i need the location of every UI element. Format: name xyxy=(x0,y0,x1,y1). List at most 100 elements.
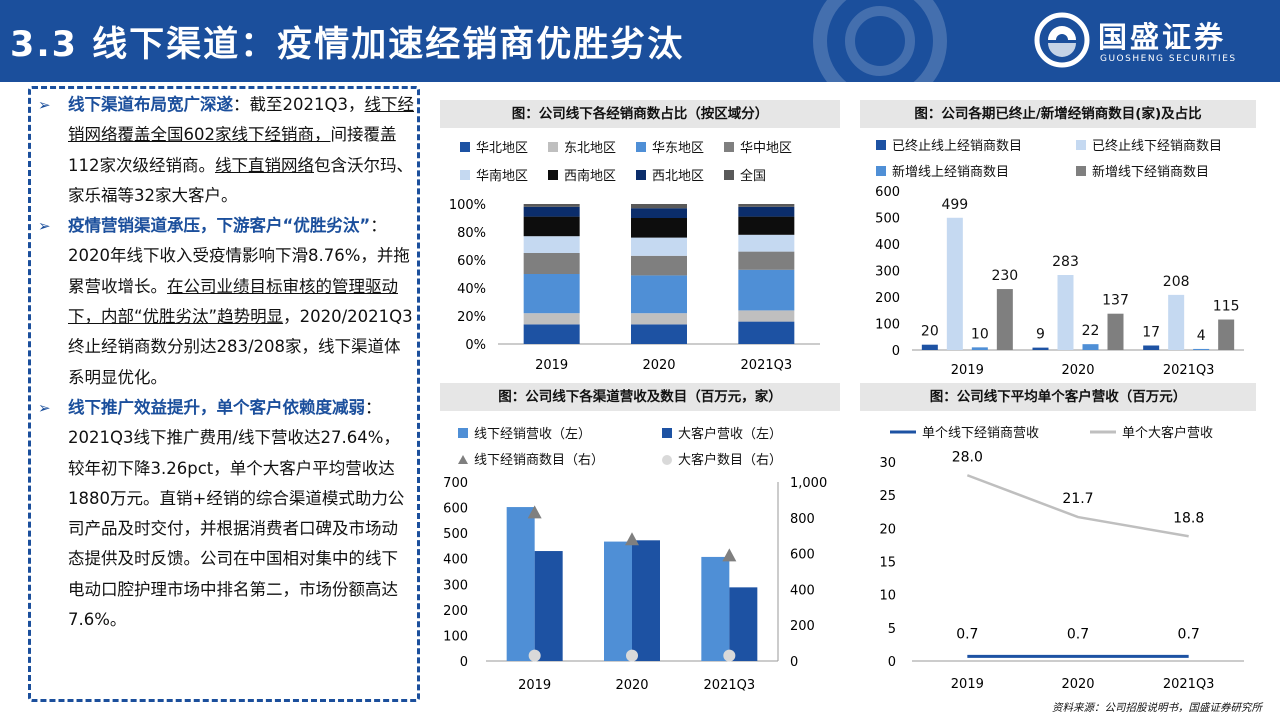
y2-tick-label: 600 xyxy=(790,548,815,563)
y-tick-label: 100 xyxy=(443,629,468,644)
chart3-title: 图：公司线下各渠道营收及数目（百万元，家） xyxy=(440,383,840,411)
chart4-title: 图：公司线下平均单个客户营收（百万元） xyxy=(860,383,1256,411)
bar xyxy=(632,540,660,661)
x-tick-label: 2020 xyxy=(1061,363,1094,378)
legend-swatch xyxy=(636,170,646,180)
bar xyxy=(921,344,938,350)
legend-label: 西南地区 xyxy=(564,168,616,184)
header-decoration xyxy=(813,0,947,82)
y-tick-label: 80% xyxy=(457,226,486,241)
y-tick-label: 5 xyxy=(888,622,896,637)
bar xyxy=(1032,347,1049,350)
page-title: 3.3 线下渠道：疫情加速经销商优胜劣汰 xyxy=(10,25,685,65)
x-tick-label: 2021Q3 xyxy=(1163,363,1215,378)
chart3-channel-revenue: 线下经销营收（左） 大客户营收（左） 线下经销商数目（右） 大客户数目（右） 0 100 2… xyxy=(443,426,827,693)
line-data-label: 21.7 xyxy=(1062,491,1093,507)
bar xyxy=(729,587,758,661)
stacked-bar-segment xyxy=(631,324,687,344)
x-tick-label: 2020 xyxy=(642,358,675,373)
stacked-bar-segment xyxy=(738,234,795,252)
stacked-bar-segment xyxy=(523,274,580,314)
bar-data-label: 20 xyxy=(921,324,939,340)
p2-heading: 疫情营销渠道承压，下游客户“优胜劣汰” xyxy=(68,216,371,236)
y-tick-label: 500 xyxy=(443,527,468,542)
y-tick-label: 0 xyxy=(460,655,468,670)
legend-swatch xyxy=(548,170,558,180)
stacked-bar-segment xyxy=(523,204,580,207)
p2-text-b: 在公司业绩目标审核的管理驱动下，内部“优胜劣汰”趋势明显 xyxy=(68,276,398,327)
legend-swatch xyxy=(662,455,672,465)
legend-label: 华中地区 xyxy=(740,141,792,156)
legend-swatch xyxy=(876,166,886,176)
y2-tick-label: 1,000 xyxy=(790,476,827,491)
circle-marker xyxy=(626,649,638,662)
stacked-bar-segment xyxy=(523,313,580,325)
legend-label: 单个线下经销商营收 xyxy=(922,426,1039,441)
stacked-bar-segment xyxy=(738,204,795,207)
bar xyxy=(1218,319,1235,350)
source-note: 资料来源：公司招股说明书，国盛证券研究所 xyxy=(1052,702,1262,714)
stacked-bar-segment xyxy=(523,324,580,344)
chart4-avg-revenue: 单个线下经销商营收 单个大客户营收 0 5 10 15 20 25 30 2019 2020 2021… xyxy=(879,425,1244,692)
legend-label: 已终止线上经销商数目 xyxy=(892,138,1022,154)
y-tick-label: 15 xyxy=(879,556,896,571)
y-tick-label: 20 xyxy=(879,522,896,537)
legend-label: 单个大客户营收 xyxy=(1122,425,1213,441)
bar xyxy=(946,217,963,350)
x-tick-label: 2021Q3 xyxy=(1163,677,1215,692)
legend-swatch xyxy=(724,142,734,152)
bullet-arrow-icon: ➢ xyxy=(38,217,51,236)
stacked-bar-segment xyxy=(738,251,795,270)
bar xyxy=(1193,348,1210,350)
x-tick-label: 2019 xyxy=(518,678,551,693)
y-tick-label: 20% xyxy=(457,310,486,325)
stacked-bar-segment xyxy=(523,253,580,274)
y-tick-label: 40% xyxy=(457,282,486,297)
bar xyxy=(1143,345,1160,350)
stacked-bar-segment xyxy=(631,275,687,314)
bar xyxy=(701,556,730,661)
y2-tick-label: 400 xyxy=(790,583,815,598)
bar-data-label: 283 xyxy=(1052,254,1079,270)
p3-heading: 线下推广效益提升，单个客户依赖度减弱 xyxy=(68,397,365,417)
y2-tick-label: 800 xyxy=(790,512,815,527)
x-tick-label: 2020 xyxy=(615,678,648,693)
bar xyxy=(1168,294,1185,350)
stacked-bar-segment xyxy=(523,206,580,217)
p1-heading: 线下渠道布局宽广深遂 xyxy=(68,95,233,114)
y-tick-label: 300 xyxy=(443,578,468,593)
y-tick-label: 500 xyxy=(875,212,900,227)
y-tick-label: 0 xyxy=(888,655,896,670)
legend-label: 新增线下经销商数目 xyxy=(1092,164,1209,180)
legend-swatch xyxy=(662,428,672,438)
legend-label: 新增线上经销商数目 xyxy=(892,164,1009,180)
p1-text-c: 间接覆盖112家次级经销商。 xyxy=(68,125,397,175)
line-data-label: 28.0 xyxy=(952,449,983,465)
legend-swatch xyxy=(460,142,470,152)
y-tick-label: 25 xyxy=(879,489,896,504)
p1-text-d: 线下直销网络 xyxy=(215,155,314,175)
series-line xyxy=(966,474,1189,538)
bar xyxy=(1082,344,1099,350)
text-panel-border xyxy=(28,86,420,702)
triangle-marker xyxy=(722,548,737,562)
y-tick-label: 400 xyxy=(443,553,468,568)
bar-data-label: 499 xyxy=(941,197,968,213)
x-tick-label: 2019 xyxy=(535,358,568,373)
stacked-bar-segment xyxy=(523,216,580,237)
y-tick-label: 300 xyxy=(875,265,900,280)
header-bar: 3.3 线下渠道：疫情加速经销商优胜劣汰 国盛证券 GUOSHENG SECUR… xyxy=(0,0,1280,82)
legend-swatch xyxy=(1076,140,1086,150)
legend-swatch xyxy=(548,142,558,152)
legend-swatch xyxy=(876,140,886,150)
line-data-label: 0.7 xyxy=(1067,626,1089,642)
bar xyxy=(604,541,632,661)
legend-label: 线下经销营收（左） xyxy=(474,427,591,442)
stacked-bar-segment xyxy=(738,269,795,311)
chart2-title: 图：公司各期已终止/新增经销商数目(家)及占比 xyxy=(860,100,1256,128)
x-tick-label: 2021Q3 xyxy=(704,678,756,693)
p1-text-e: 包含沃尔玛、家乐福等32家大客户。 xyxy=(68,155,413,205)
bar-data-label: 22 xyxy=(1082,323,1100,339)
